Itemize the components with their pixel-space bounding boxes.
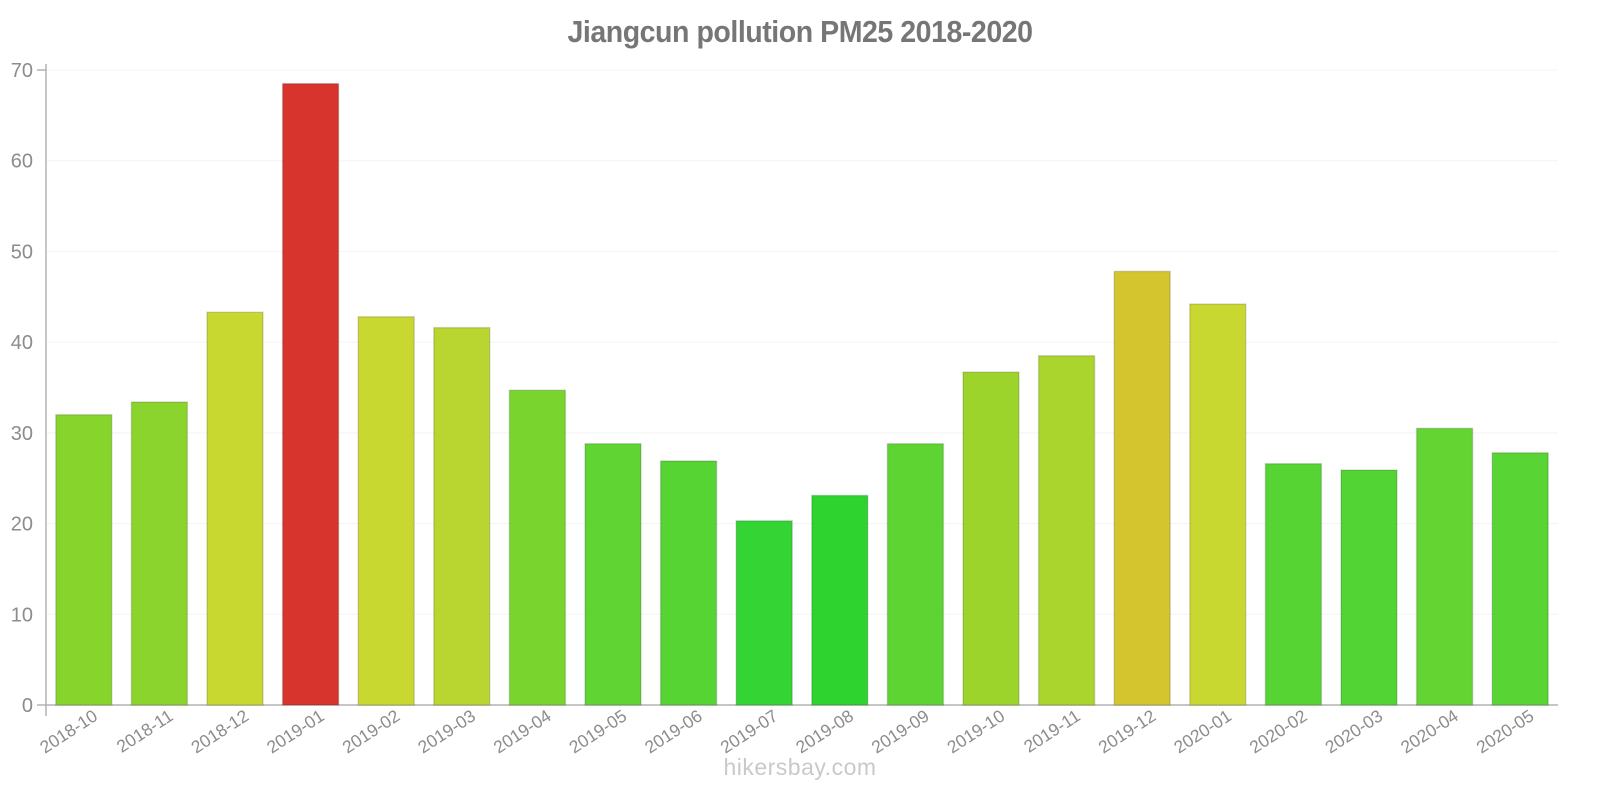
bar-2019-11[interactable] [1037,355,1096,706]
bar-2019-07[interactable] [735,520,793,706]
x-axis-label: 2020-04 [1397,705,1462,757]
bar-2019-03[interactable] [433,326,491,706]
x-axis-label: 2019-03 [414,706,479,758]
x-axis-label: 2020-01 [1170,706,1235,758]
bar-2019-01[interactable] [281,82,340,706]
y-axis-label: 10 [11,604,33,626]
bar-2019-02[interactable] [357,315,415,706]
bar-2019-10[interactable] [962,371,1020,706]
x-axis-label: 2019-07 [717,706,782,758]
bar-2019-09[interactable] [886,442,945,706]
x-axis-label: 2019-11 [1020,706,1084,757]
x-axis-label: 2019-05 [565,706,630,758]
x-axis-label: 2018-11 [113,706,177,757]
bar-2020-03[interactable] [1340,469,1398,706]
x-axis-label: 2019-08 [792,706,857,758]
y-axis-label: 30 [11,423,33,445]
y-axis-label: 40 [11,332,33,354]
bar-2018-11[interactable] [130,401,189,706]
bar-2020-01[interactable] [1189,303,1247,706]
bar-2018-10[interactable] [55,413,113,706]
bar-2020-04[interactable] [1415,427,1474,706]
x-axis-label: 2020-02 [1246,706,1311,758]
bar-2019-06[interactable] [659,460,718,706]
bar-2019-08[interactable] [811,494,869,706]
y-axis-label: 70 [11,60,33,82]
x-axis-label: 2019-01 [263,706,328,758]
y-axis-label: 60 [11,151,33,173]
bar-2019-12[interactable] [1113,270,1171,706]
y-axis-label: 20 [11,514,33,536]
bar-2020-05[interactable] [1491,452,1549,706]
x-axis-label: 2019-02 [339,706,404,758]
y-axis-label: 0 [22,695,33,717]
bar-2018-12[interactable] [206,311,264,706]
x-axis-label: 2019-06 [641,706,706,758]
x-axis-label: 2019-04 [490,705,555,757]
x-axis-label: 2018-12 [187,706,252,758]
x-axis-label: 2019-12 [1095,706,1160,758]
x-axis-label: 2019-10 [943,705,1008,757]
bar-2019-04[interactable] [508,389,567,706]
y-axis-label: 50 [11,241,33,263]
bar-2019-05[interactable] [584,442,642,706]
chart-title: Jiangcun pollution PM25 2018-2020 [567,14,1033,49]
bar-2020-02[interactable] [1264,462,1323,706]
x-axis-label: 2020-03 [1321,706,1386,758]
watermark: hikersbay.com [723,754,877,780]
x-axis-label: 2019-09 [868,706,933,758]
x-axis-label: 2020-05 [1473,706,1538,758]
